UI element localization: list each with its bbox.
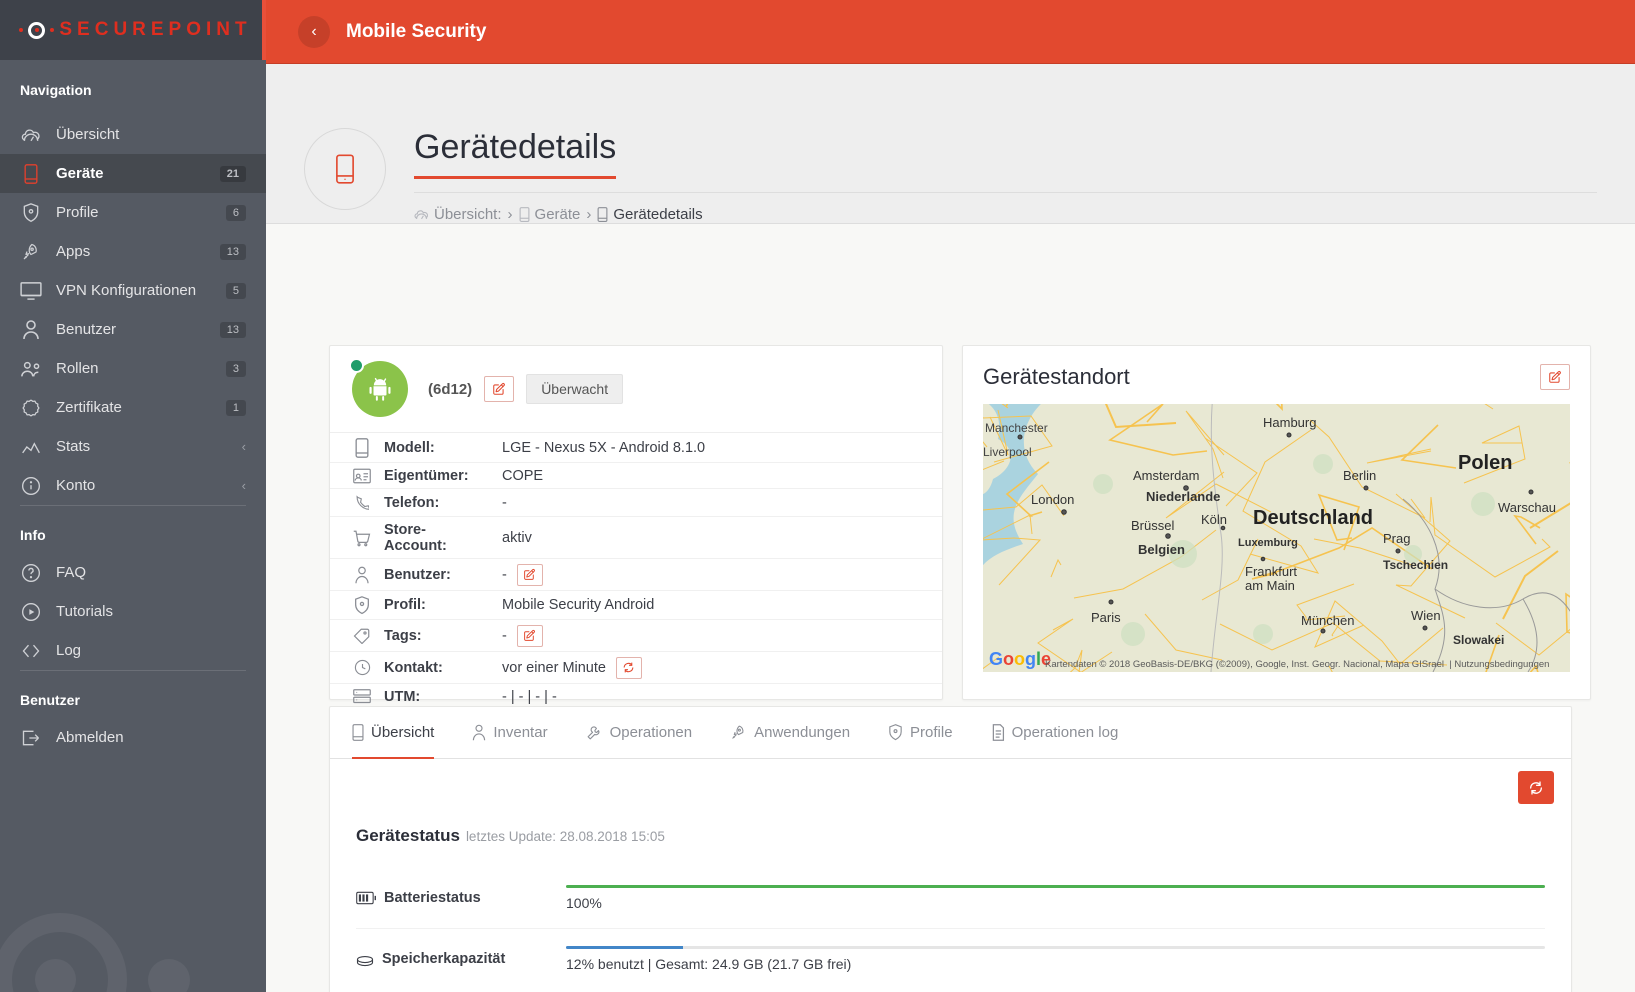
svg-text:Manchester: Manchester [985,421,1048,435]
svg-text:Köln: Köln [1201,512,1227,527]
svg-text:Belgien: Belgien [1138,542,1185,557]
svg-text:Prag: Prag [1383,531,1410,546]
svg-text:London: London [1031,492,1074,507]
svg-text:Tschechien: Tschechien [1383,558,1448,572]
svg-text:Warschau: Warschau [1498,500,1556,515]
svg-text:Niederlande: Niederlande [1146,489,1220,504]
svg-text:Amsterdam: Amsterdam [1133,468,1199,483]
svg-text:Brüssel: Brüssel [1131,518,1174,533]
svg-text:Wien: Wien [1411,608,1441,623]
svg-text:Polen: Polen [1458,452,1512,474]
svg-text:Hamburg: Hamburg [1263,415,1316,430]
svg-text:Slowakei: Slowakei [1453,633,1504,647]
svg-text:Berlin: Berlin [1343,468,1376,483]
svg-text:Paris: Paris [1091,610,1121,625]
svg-text:München: München [1301,613,1354,628]
svg-text:Deutschland: Deutschland [1253,507,1373,529]
svg-text:Liverpool: Liverpool [983,445,1032,459]
svg-text:Luxemburg: Luxemburg [1238,537,1298,549]
